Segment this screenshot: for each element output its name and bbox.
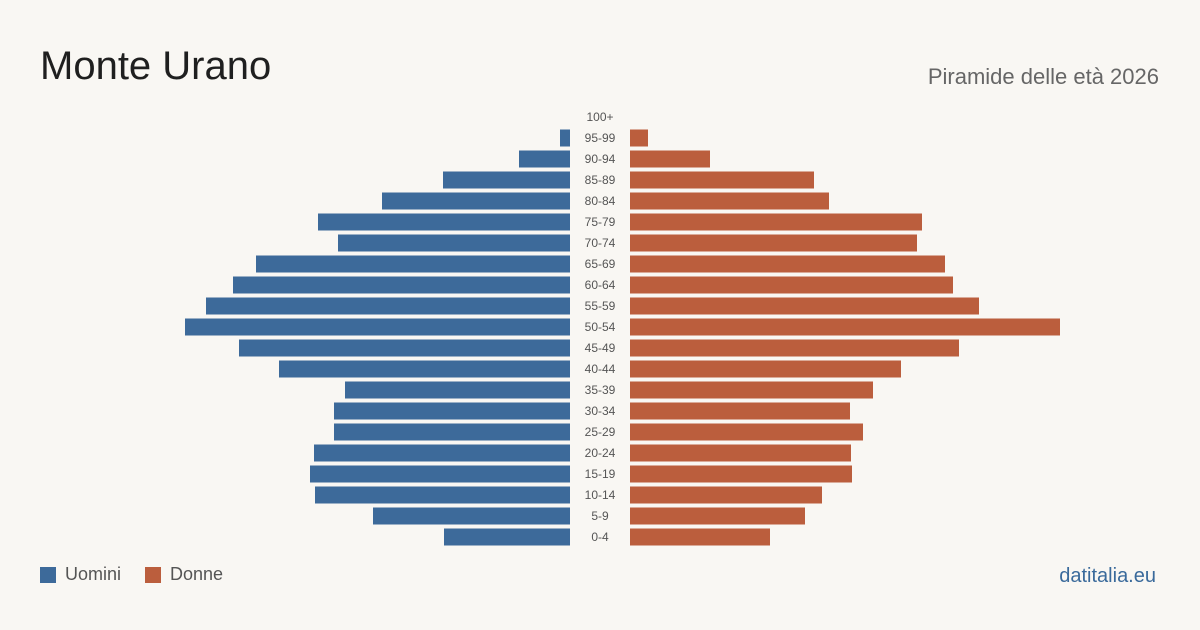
bar-women-55-59 [630, 297, 979, 315]
bar-women-20-24 [630, 444, 851, 462]
bar-women-10-14 [630, 486, 822, 504]
age-label-40-44: 40-44 [585, 362, 616, 376]
bar-men-60-64 [233, 276, 570, 294]
age-label-5-9: 5-9 [591, 509, 609, 523]
bar-men-0-4 [444, 528, 570, 546]
age-label-65-69: 65-69 [585, 257, 616, 271]
bar-men-25-29 [334, 423, 570, 441]
bar-men-45-49 [239, 339, 570, 357]
age-label-25-29: 25-29 [585, 425, 616, 439]
page-title: Monte Urano [40, 44, 272, 88]
bar-men-85-89 [443, 171, 570, 189]
bar-men-15-19 [310, 465, 570, 483]
legend-label-women: Donne [170, 564, 224, 584]
legend-label-men: Uomini [65, 564, 122, 584]
women-bars-group [630, 129, 1060, 546]
bar-women-25-29 [630, 423, 863, 441]
legend-item-men: Uomini [40, 564, 121, 585]
bar-women-5-9 [630, 507, 805, 525]
age-labels-group: 100+ 95-99 90-94 85-89 80-84 75-79 70-74 65-69 6… [585, 110, 616, 544]
bar-men-65-69 [256, 255, 570, 273]
age-label-20-24: 20-24 [585, 446, 616, 460]
men-bars-group [185, 129, 570, 546]
bar-women-35-39 [630, 381, 873, 399]
bar-men-50-54 [185, 318, 570, 336]
bar-men-40-44 [279, 360, 570, 378]
bar-women-45-49 [630, 339, 959, 357]
bar-men-10-14 [315, 486, 570, 504]
legend-item-women: Donne [145, 564, 223, 585]
bar-men-95-99 [560, 129, 570, 147]
bar-women-75-79 [630, 213, 922, 231]
bar-women-70-74 [630, 234, 917, 252]
bar-men-90-94 [519, 150, 570, 168]
age-label-10-14: 10-14 [585, 488, 616, 502]
age-label-80-84: 80-84 [585, 194, 616, 208]
age-label-75-79: 75-79 [585, 215, 616, 229]
age-label-0-4: 0-4 [591, 530, 609, 544]
age-label-100+: 100+ [586, 110, 613, 124]
bar-men-20-24 [314, 444, 570, 462]
bar-women-40-44 [630, 360, 901, 378]
women-swatch [145, 566, 162, 583]
bar-men-55-59 [206, 297, 570, 315]
bar-men-70-74 [338, 234, 570, 252]
bar-women-15-19 [630, 465, 852, 483]
age-label-90-94: 90-94 [585, 152, 616, 166]
bar-men-80-84 [382, 192, 570, 210]
bar-women-80-84 [630, 192, 829, 210]
age-label-95-99: 95-99 [585, 131, 616, 145]
bar-men-35-39 [345, 381, 570, 399]
bar-women-95-99 [630, 129, 648, 147]
men-swatch [40, 566, 56, 583]
bar-women-85-89 [630, 171, 814, 189]
age-label-35-39: 35-39 [585, 383, 616, 397]
brand-link[interactable]: datitalia.eu [1059, 565, 1156, 587]
age-label-50-54: 50-54 [585, 320, 616, 334]
bar-men-30-34 [334, 402, 570, 420]
age-label-15-19: 15-19 [585, 467, 616, 481]
age-label-70-74: 70-74 [585, 236, 616, 250]
legend: Uomini Donne [40, 564, 239, 585]
bar-women-60-64 [630, 276, 953, 294]
bar-women-30-34 [630, 402, 850, 420]
bar-women-65-69 [630, 255, 945, 273]
bar-women-0-4 [630, 528, 770, 546]
bar-men-75-79 [318, 213, 570, 231]
age-label-30-34: 30-34 [585, 404, 616, 418]
bar-men-5-9 [373, 507, 570, 525]
age-label-55-59: 55-59 [585, 299, 616, 313]
age-label-60-64: 60-64 [585, 278, 616, 292]
age-label-85-89: 85-89 [585, 173, 616, 187]
age-label-45-49: 45-49 [585, 341, 616, 355]
bar-women-90-94 [630, 150, 710, 168]
chart-subtitle: Piramide delle età 2026 [927, 64, 1159, 89]
bar-women-50-54 [630, 318, 1060, 336]
